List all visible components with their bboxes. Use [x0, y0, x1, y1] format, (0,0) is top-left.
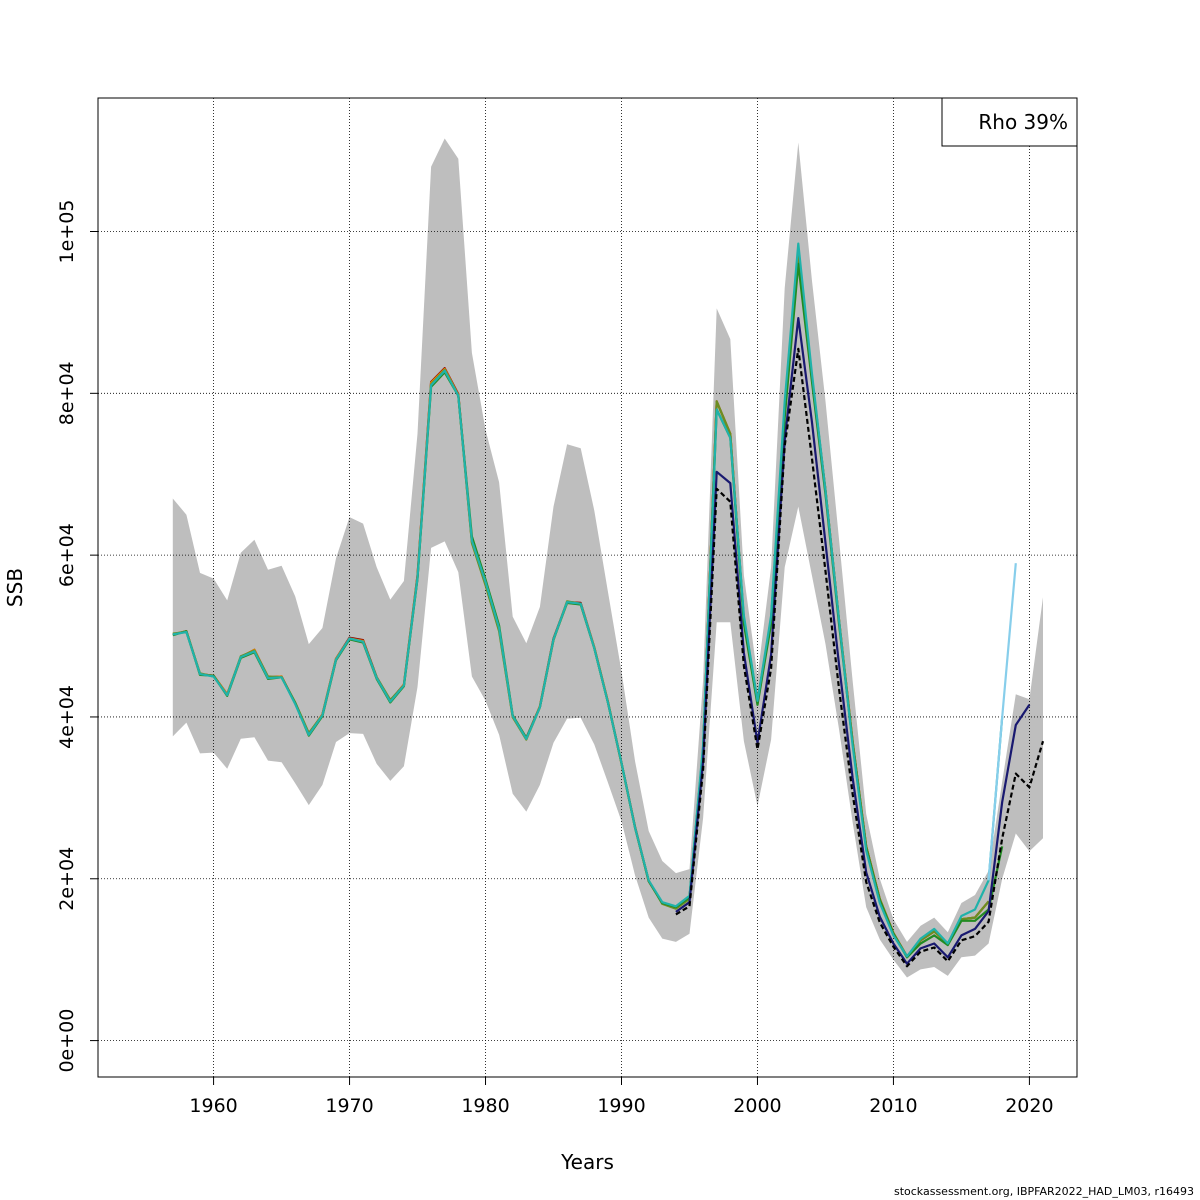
x-tick-label: 1990	[597, 1095, 645, 1117]
legend: Rho 39%	[941, 97, 1078, 147]
series-line-6	[987, 563, 1017, 881]
x-tick-label: 2000	[733, 1095, 781, 1117]
x-axis: 1960 1970 1980 1990 2000 2010 2020	[189, 1077, 1054, 1117]
x-tick-label: 1960	[189, 1095, 237, 1117]
x-axis-title: Years	[560, 1150, 614, 1174]
y-tick-label: 1e+05	[56, 200, 78, 264]
y-tick-label: 6e+04	[56, 523, 78, 587]
y-tick-label: 0e+00	[56, 1009, 78, 1073]
plot-frame	[97, 97, 1078, 1078]
confidence-band-layer	[172, 138, 1044, 978]
y-axis-title: SSB	[3, 568, 27, 607]
legend-box	[941, 97, 1078, 147]
x-tick-label: 2020	[1005, 1095, 1053, 1117]
y-tick-label: 2e+04	[56, 847, 78, 911]
y-tick-label: 4e+04	[56, 685, 78, 749]
x-tick-label: 2010	[869, 1095, 917, 1117]
y-tick-label: 8e+04	[56, 361, 78, 425]
series-line-7	[675, 317, 1031, 965]
x-tick-label: 1970	[325, 1095, 373, 1117]
series-line-5	[172, 242, 1004, 958]
legend-text: Rho 39%	[978, 110, 1068, 134]
series-layer	[172, 242, 1045, 968]
footer-credit: stockassessment.org, IBPFAR2022_HAD_LM03…	[893, 1185, 1194, 1198]
x-tick-label: 1980	[461, 1095, 509, 1117]
confidence-band	[172, 138, 1044, 978]
y-axis: 0e+00 2e+04 4e+04 6e+04 8e+04 1e+05	[56, 200, 98, 1073]
